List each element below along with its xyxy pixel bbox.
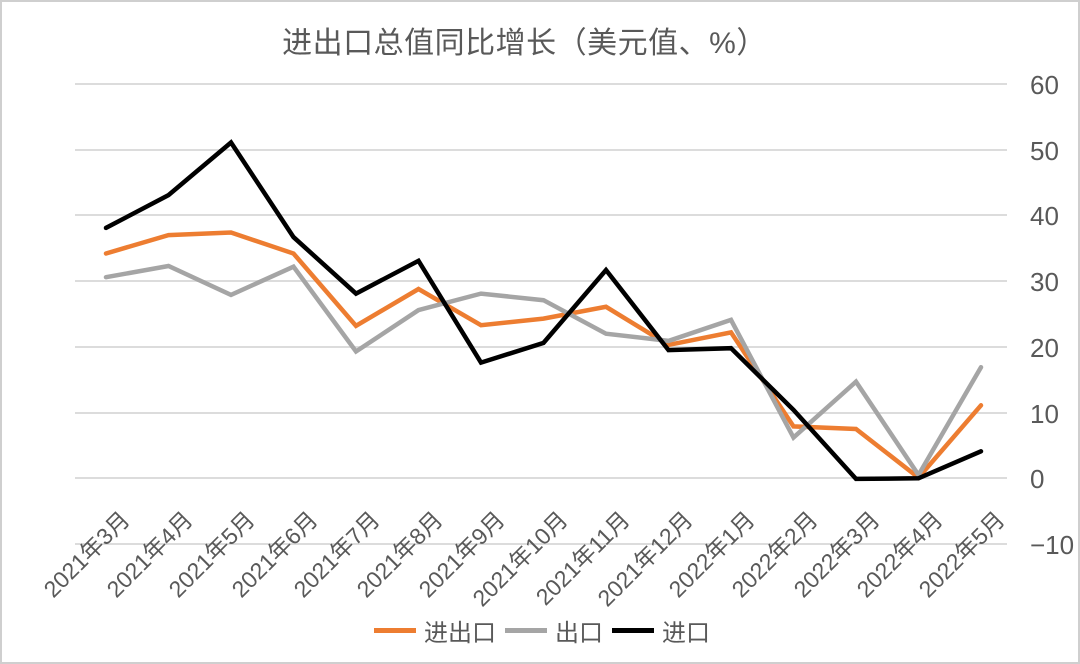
y-tick-label: 20	[1030, 332, 1059, 363]
gridline	[75, 280, 1007, 283]
gridline	[75, 477, 1007, 480]
y-tick-label: 30	[1030, 267, 1059, 298]
y-tick-label: 50	[1030, 135, 1059, 166]
gridline	[75, 148, 1007, 151]
legend-line-swatch-icon	[505, 627, 547, 633]
legend-label: 进口	[662, 619, 710, 647]
series-line-0	[103, 230, 984, 481]
y-tick-label: −10	[1030, 530, 1075, 560]
legend-item-2: 进口	[612, 613, 710, 648]
gridline	[75, 83, 1007, 85]
y-tick-label: 10	[1030, 398, 1059, 429]
y-tick-label: 60	[1030, 70, 1059, 100]
gridline	[75, 411, 1007, 414]
legend-item-0: 进出口	[374, 613, 496, 648]
gridline	[75, 543, 1007, 545]
series-line-1	[103, 263, 984, 480]
legend-label: 进出口	[424, 619, 496, 647]
y-tick-label: 40	[1030, 201, 1059, 232]
gridline	[75, 214, 1007, 217]
legend: 进出口 出口 进口	[2, 613, 1078, 648]
legend-item-1: 出口	[505, 613, 603, 648]
gridline	[75, 345, 1007, 348]
series-line-2	[103, 139, 984, 482]
chart-title: 进出口总值同比增长（美元值、%）	[282, 27, 767, 60]
legend-line-swatch-icon	[612, 627, 654, 633]
legend-label: 出口	[555, 619, 603, 647]
legend-line-swatch-icon	[374, 627, 416, 633]
y-tick-label: 0	[1030, 464, 1045, 495]
